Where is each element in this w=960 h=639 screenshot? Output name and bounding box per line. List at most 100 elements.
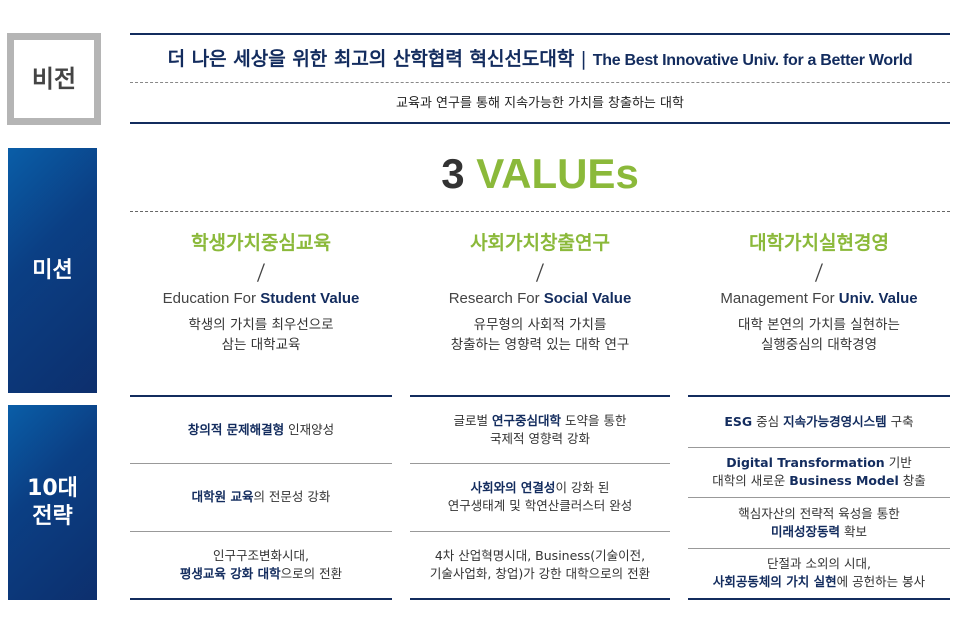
text: 중심 [752, 413, 784, 429]
highlight-text: Digital Transformation [726, 455, 885, 471]
text: 글로벌 [453, 413, 492, 429]
mission-label: 미션 [8, 148, 97, 393]
highlight-text: 사회공동체의 가치 실현 [712, 574, 837, 590]
text: 4차 산업혁명시대, Business(기술이전, [434, 547, 646, 563]
mission-english: Research For Social Value [410, 290, 670, 307]
description-line: 실행중심의 대학경영 [760, 337, 878, 353]
title-separator: | [580, 48, 587, 70]
strategy-line: 기술사업화, 창업)가 강한 대학으로의 전환 [430, 565, 650, 583]
mission-title: 사회가치창출연구 [470, 232, 610, 254]
text: 인구구조변화시대, [213, 547, 309, 563]
strategy-line: ESG 중심 지속가능경영시스템 구축 [724, 413, 913, 431]
text: 에 공헌하는 봉사 [836, 574, 926, 590]
values-word: VALUEs [476, 150, 639, 197]
strategy-line: 4차 산업혁명시대, Business(기술이전, [430, 547, 650, 565]
text: 구축 [886, 413, 914, 429]
strategy-line: 사회공동체의 가치 실현에 공헌하는 봉사 [713, 573, 925, 591]
strategy-line: 대학의 새로운 Business Model 창출 [712, 472, 925, 490]
strategy-column: 글로벌 연구중심대학 도약을 통한 국제적 영향력 강화 사회와의 연결성이 강화 … [410, 395, 670, 600]
english-bold: Student Value [260, 290, 360, 307]
strategy-item: Digital Transformation 기반 대학의 새로운 Busines… [688, 446, 950, 498]
strategy-item: 4차 산업혁명시대, Business(기술이전, 기술사업화, 창업)가 강한 … [410, 530, 670, 598]
highlight-text: 창의적 문제해결형 [187, 422, 285, 438]
strategy-line: 국제적 영향력 강화 [454, 430, 627, 448]
strategy-line: Digital Transformation 기반 [712, 454, 925, 472]
divider [130, 82, 950, 83]
vision-title-en: The Best Innovative Univ. for a Better W… [592, 52, 913, 69]
highlight-text: ESG [724, 413, 753, 429]
strategy-item: 단절과 소외의 시대, 사회공동체의 가치 실현에 공헌하는 봉사 [688, 547, 950, 599]
slash-divider: / [535, 261, 545, 286]
slash-divider: / [256, 261, 266, 286]
strategy-line: 핵심자산의 전략적 육성을 통한 [738, 505, 899, 523]
text: 확보 [840, 523, 867, 539]
vision-title: 더 나은 세상을 위한 최고의 산학협력 혁신선도대학 | The Best Inn… [130, 44, 950, 71]
strategy-line: 사회와의 연결성이 강화 된 [448, 479, 632, 497]
text: 기술사업화, 창업)가 강한 대학으로의 전환 [429, 565, 651, 581]
highlight-text: 사회와의 연결성 [470, 480, 556, 496]
strategy-line: 글로벌 연구중심대학 도약을 통한 [454, 412, 627, 430]
highlight-text: 연구중심대학 [492, 413, 562, 429]
divider [130, 33, 950, 35]
vision-label: 비전 [7, 33, 101, 125]
strategy-line: 평생교육 강화 대학으로의 전환 [180, 565, 342, 583]
text: 인재양성 [284, 422, 335, 438]
vision-title-ko: 더 나은 세상을 위한 최고의 산학협력 혁신선도대학 [167, 48, 575, 70]
strategy-item: 사회와의 연결성이 강화 된 연구생태계 및 학연산클러스터 완성 [410, 463, 670, 530]
highlight-text: 미래성장동력 [770, 523, 840, 539]
highlight-text: 대학원 교육 [191, 489, 254, 505]
description-line: 학생의 가치를 최우선으로 [188, 317, 334, 333]
mission-title: 대학가치실현경영 [749, 232, 889, 254]
divider [130, 122, 950, 124]
text: 창출 [898, 473, 926, 489]
mission-title: 학생가치중심교육 [191, 232, 331, 254]
english-bold: Univ. Value [838, 290, 918, 307]
highlight-text: Business Model [789, 473, 899, 489]
text: 연구생태계 및 학연산클러스터 완성 [447, 498, 633, 514]
text: 국제적 영향력 강화 [490, 431, 590, 447]
strategy-line: 단절과 소외의 시대, [713, 555, 925, 573]
strategy-label-line2: 전략 [32, 503, 73, 529]
description-line: 유무형의 사회적 가치를 [473, 317, 607, 333]
strategy-item: 인구구조변화시대, 평생교육 강화 대학으로의 전환 [130, 530, 392, 598]
text: 기반 [884, 455, 912, 471]
strategy-item: 창의적 문제해결형 인재양성 [130, 397, 392, 463]
slash-divider: / [814, 261, 824, 286]
text: 의 전문성 강화 [253, 489, 331, 505]
highlight-text: 지속가능경영시스템 [783, 413, 887, 429]
strategy-line: 창의적 문제해결형 인재양성 [188, 421, 334, 439]
strategy-label-line1: 10대 [27, 476, 78, 501]
mission-column: 사회가치창출연구 / Research For Social Value 유무형… [410, 228, 670, 355]
description-line: 삼는 대학교육 [221, 337, 301, 353]
text: 도약을 통한 [561, 413, 627, 429]
mission-description: 대학 본연의 가치를 실현하는 실행중심의 대학경영 [688, 315, 950, 355]
strategy-line: 인구구조변화시대, [180, 547, 342, 565]
mission-english: Management For Univ. Value [688, 290, 950, 307]
strategy-item: ESG 중심 지속가능경영시스템 구축 [688, 397, 950, 447]
strategy-line: 미래성장동력 확보 [738, 523, 899, 541]
vision-subtitle: 교육과 연구를 통해 지속가능한 가치를 창출하는 대학 [396, 96, 684, 111]
highlight-text: 평생교육 강화 대학 [179, 565, 281, 581]
values-title: 3 VALUEs [130, 150, 950, 198]
text: 이 강화 된 [555, 480, 610, 496]
text: 대학의 새로운 [712, 473, 790, 489]
strategy-line: 연구생태계 및 학연산클러스터 완성 [448, 497, 632, 515]
text: 으로의 전환 [280, 565, 343, 581]
strategy-line: 대학원 교육의 전문성 강화 [192, 488, 331, 506]
values-number: 3 [441, 150, 465, 197]
mission-column: 학생가치중심교육 / Education For Student Value 학… [130, 228, 392, 355]
strategy-label: 10대 전략 [8, 405, 97, 600]
english-prefix: Education For [162, 290, 261, 307]
english-prefix: Management For [720, 290, 839, 307]
strategy-item: 글로벌 연구중심대학 도약을 통한 국제적 영향력 강화 [410, 397, 670, 463]
mission-english: Education For Student Value [130, 290, 392, 307]
description-line: 창출하는 영향력 있는 대학 연구 [450, 337, 630, 353]
english-prefix: Research For [448, 290, 544, 307]
english-bold: Social Value [543, 290, 632, 307]
text: 핵심자산의 전략적 육성을 통한 [738, 505, 900, 521]
divider [130, 211, 950, 212]
